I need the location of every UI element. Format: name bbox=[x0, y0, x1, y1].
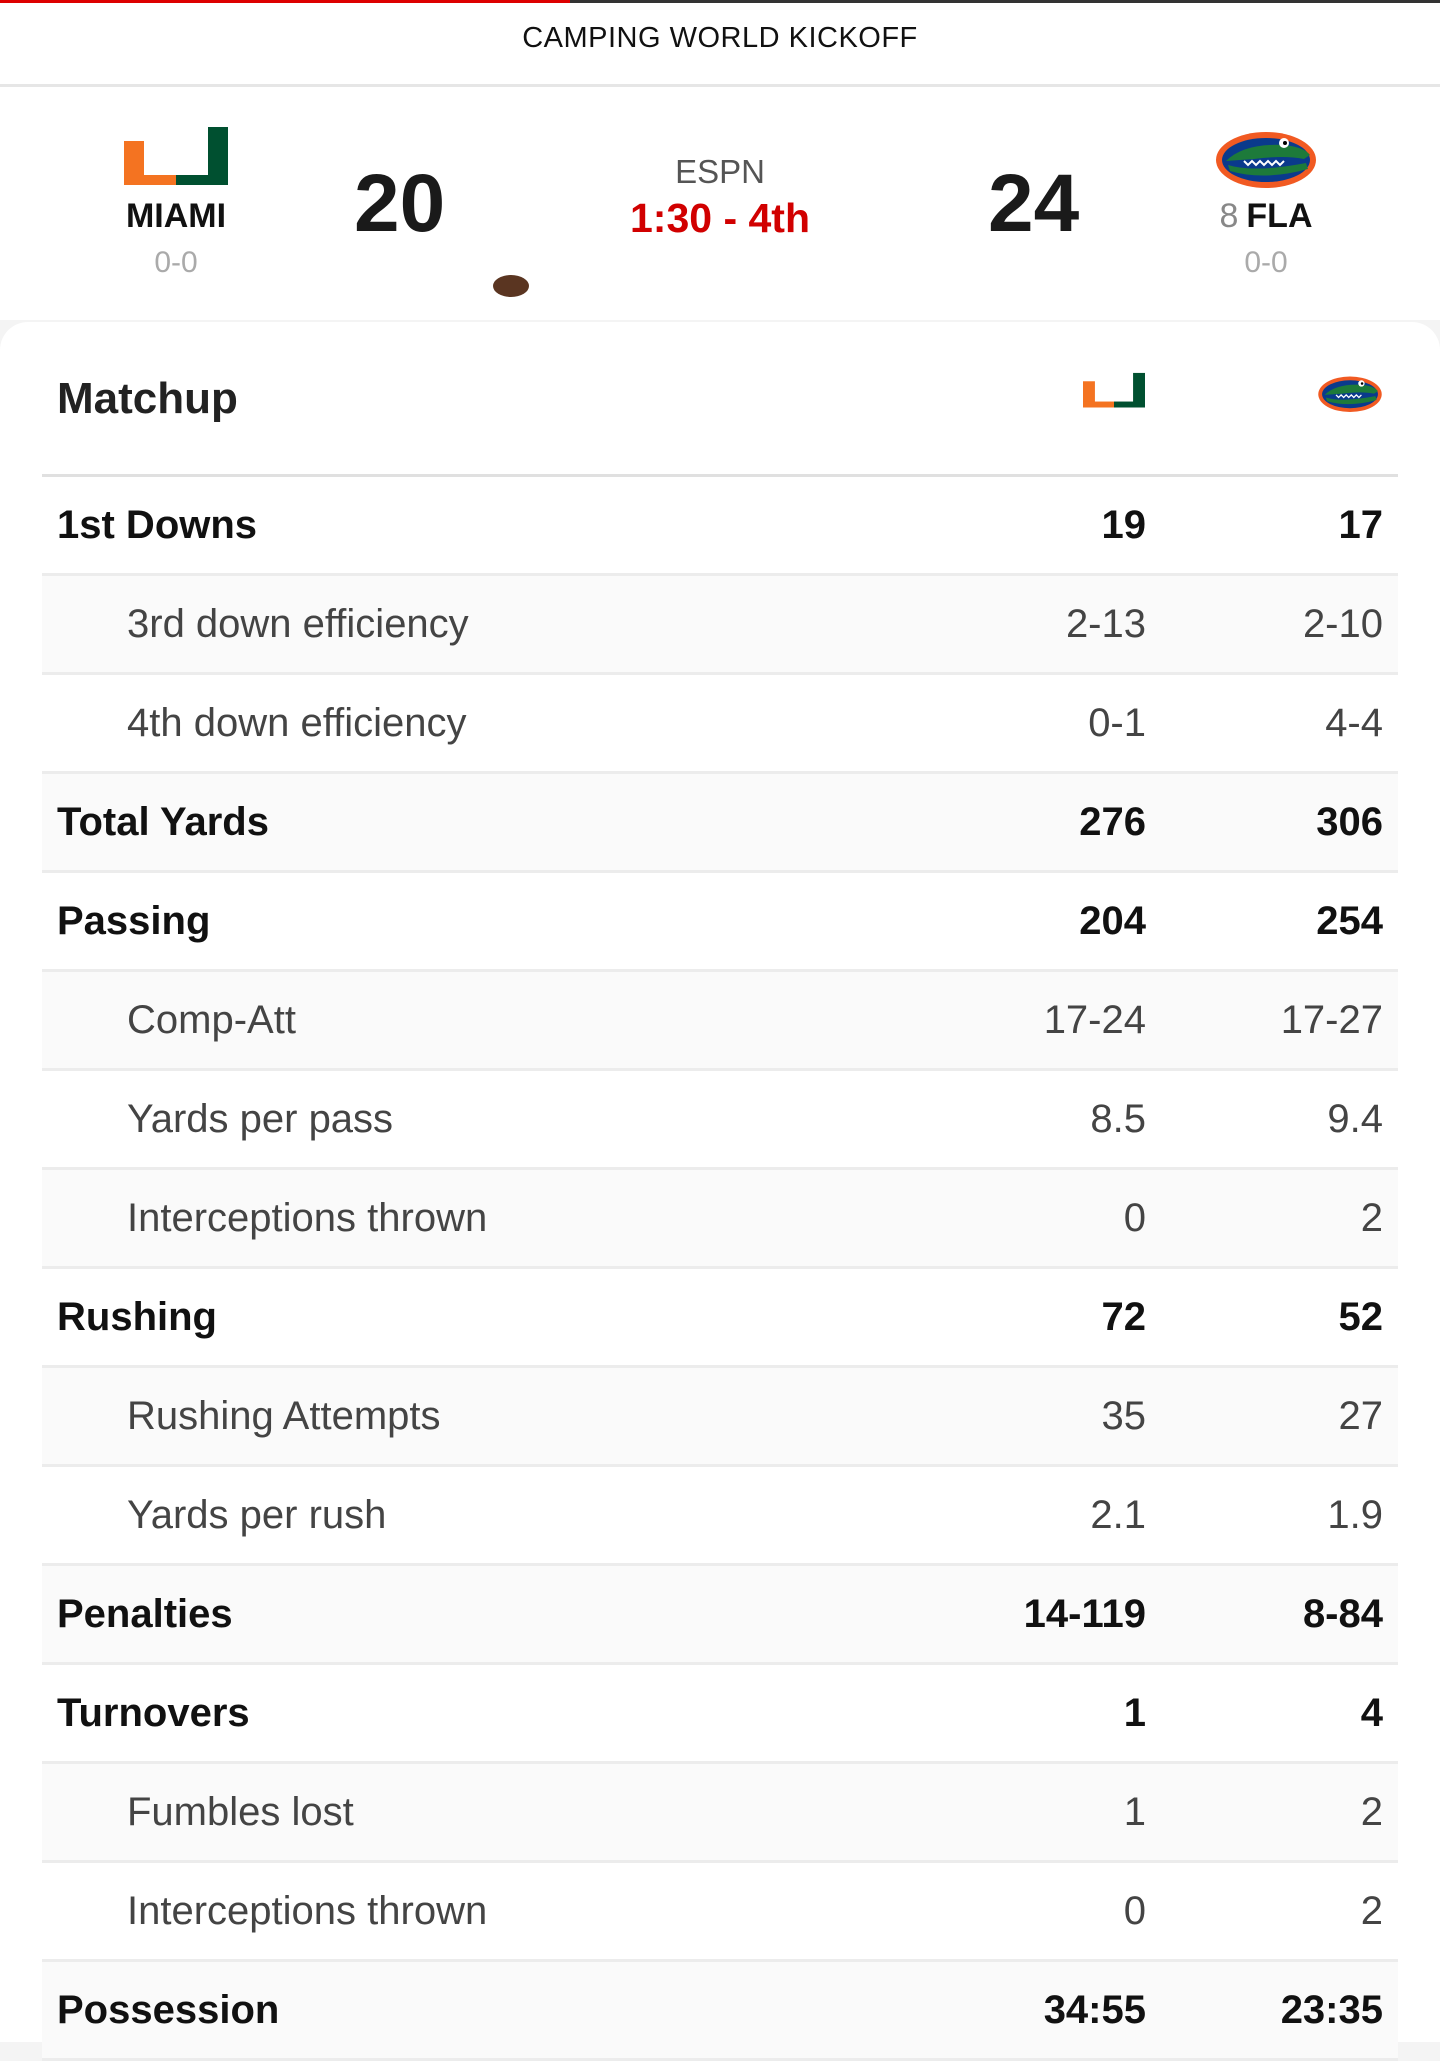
progress-accent-line bbox=[0, 0, 570, 3]
home-stat: 4 bbox=[1360, 1691, 1383, 1735]
game-status: ESPN 1:30 - 4th bbox=[560, 153, 880, 242]
home-stat: 27 bbox=[1338, 1394, 1384, 1438]
away-score: 20 bbox=[354, 158, 446, 249]
stat-label: Passing bbox=[57, 899, 211, 943]
home-stat: 17 bbox=[1338, 503, 1384, 547]
home-stat: 4-4 bbox=[1325, 701, 1383, 745]
top-border-line bbox=[570, 0, 1440, 3]
stat-row: Interceptions thrown 0 2 bbox=[42, 1863, 1398, 1962]
home-stat: 306 bbox=[1316, 800, 1383, 844]
away-stat: 0-1 bbox=[1088, 701, 1146, 745]
away-stat: 2.1 bbox=[1090, 1493, 1146, 1537]
matchup-card: Matchup 1st Downs 19 17 3rd down efficienc… bbox=[0, 322, 1440, 2061]
miami-u-logo-icon bbox=[124, 127, 228, 185]
home-team-record: 0-0 bbox=[1244, 246, 1288, 279]
stat-label: 3rd down efficiency bbox=[127, 602, 469, 646]
away-team-name: MIAMI bbox=[125, 197, 227, 235]
home-team[interactable]: 8 FLA 0-0 bbox=[1186, 125, 1346, 280]
home-stat: 254 bbox=[1316, 899, 1383, 943]
away-stat: 72 bbox=[1101, 1295, 1147, 1339]
stat-row: Penalties 14-119 8-84 bbox=[42, 1566, 1398, 1665]
away-stat: 276 bbox=[1079, 800, 1146, 844]
stat-label: Possession bbox=[57, 1988, 280, 2032]
stat-label: Fumbles lost bbox=[127, 1790, 354, 1834]
home-stat: 2 bbox=[1360, 1889, 1383, 1933]
stat-label: 1st Downs bbox=[57, 503, 258, 547]
away-stat: 35 bbox=[1101, 1394, 1147, 1438]
home-stat: 17-27 bbox=[1280, 998, 1383, 1042]
stat-row: Comp-Att 17-24 17-27 bbox=[42, 972, 1398, 1071]
stat-label: 4th down efficiency bbox=[127, 701, 467, 745]
stat-row: Rushing Attempts 35 27 bbox=[42, 1368, 1398, 1467]
home-team-name: 8 FLA bbox=[1186, 197, 1346, 236]
away-stat: 2-13 bbox=[1065, 602, 1146, 646]
stat-row: Turnovers 1 4 bbox=[42, 1665, 1398, 1764]
home-team-abbrev: FLA bbox=[1246, 197, 1313, 235]
broadcast-network: ESPN bbox=[675, 153, 765, 190]
stat-row: 4th down efficiency 0-1 4-4 bbox=[42, 675, 1398, 774]
stat-label: Rushing Attempts bbox=[127, 1394, 441, 1438]
scoreboard[interactable]: MIAMI 0-0 20 ESPN 1:30 - 4th 24 8 FLA 0-0 bbox=[0, 87, 1440, 320]
home-stat: 1.9 bbox=[1327, 1493, 1383, 1537]
possession-football-icon bbox=[493, 275, 529, 297]
away-stat: 17-24 bbox=[1043, 998, 1146, 1042]
stat-row: 1st Downs 19 17 bbox=[42, 477, 1398, 576]
stat-row: Fumbles lost 1 2 bbox=[42, 1764, 1398, 1863]
away-stat: 34:55 bbox=[1043, 1988, 1146, 2032]
florida-gator-logo-icon bbox=[1216, 132, 1316, 188]
matchup-title: Matchup bbox=[57, 374, 238, 423]
stat-label: Interceptions thrown bbox=[127, 1196, 488, 1240]
game-clock: 1:30 - 4th bbox=[630, 195, 810, 241]
stat-label: Yards per rush bbox=[127, 1493, 387, 1537]
away-stat: 204 bbox=[1079, 899, 1146, 943]
stat-row: Interceptions thrown 0 2 bbox=[42, 1170, 1398, 1269]
stat-label: Yards per pass bbox=[127, 1097, 394, 1141]
event-title: CAMPING WORLD KICKOFF bbox=[522, 22, 918, 54]
stat-label: Comp-Att bbox=[127, 998, 296, 1042]
away-stat: 1 bbox=[1123, 1790, 1146, 1834]
away-stat: 14-119 bbox=[1023, 1592, 1146, 1636]
home-stat: 2-10 bbox=[1302, 602, 1383, 646]
home-team-rank: 8 bbox=[1219, 197, 1239, 235]
home-stat: 52 bbox=[1338, 1295, 1384, 1339]
stat-row: Yards per pass 8.5 9.4 bbox=[42, 1071, 1398, 1170]
top-bar: CAMPING WORLD KICKOFF bbox=[0, 0, 1440, 87]
stat-label: Penalties bbox=[57, 1592, 233, 1636]
stat-row: Total Yards 276 306 bbox=[42, 774, 1398, 873]
stat-row: 3rd down efficiency 2-13 2-10 bbox=[42, 576, 1398, 675]
florida-gator-logo-icon bbox=[1318, 376, 1382, 413]
stat-label: Turnovers bbox=[57, 1691, 250, 1735]
home-score: 24 bbox=[988, 158, 1080, 249]
matchup-table: 1st Downs 19 17 3rd down efficiency 2-13 2-1… bbox=[42, 477, 1398, 2061]
stat-label: Rushing bbox=[57, 1295, 217, 1339]
stat-row: Yards per rush 2.1 1.9 bbox=[42, 1467, 1398, 1566]
stat-row: Rushing 72 52 bbox=[42, 1269, 1398, 1368]
stat-label: Interceptions thrown bbox=[127, 1889, 488, 1933]
matchup-header: Matchup bbox=[42, 322, 1398, 477]
away-stat: 0 bbox=[1123, 1889, 1146, 1933]
away-team[interactable]: MIAMI 0-0 bbox=[96, 127, 256, 280]
home-stat: 23:35 bbox=[1280, 1988, 1383, 2032]
home-stat: 2 bbox=[1360, 1790, 1383, 1834]
away-stat: 8.5 bbox=[1090, 1097, 1146, 1141]
away-stat: 19 bbox=[1101, 503, 1147, 547]
away-stat: 0 bbox=[1123, 1196, 1146, 1240]
stat-row: Passing 204 254 bbox=[42, 873, 1398, 972]
away-team-record: 0-0 bbox=[154, 246, 198, 279]
miami-u-logo-icon bbox=[1083, 372, 1145, 408]
home-stat: 2 bbox=[1360, 1196, 1383, 1240]
stat-label: Total Yards bbox=[57, 800, 269, 844]
away-stat: 1 bbox=[1123, 1691, 1146, 1735]
home-stat: 8-84 bbox=[1302, 1592, 1383, 1636]
stat-row: Possession 34:55 23:35 bbox=[42, 1962, 1398, 2061]
home-stat: 9.4 bbox=[1327, 1097, 1383, 1141]
